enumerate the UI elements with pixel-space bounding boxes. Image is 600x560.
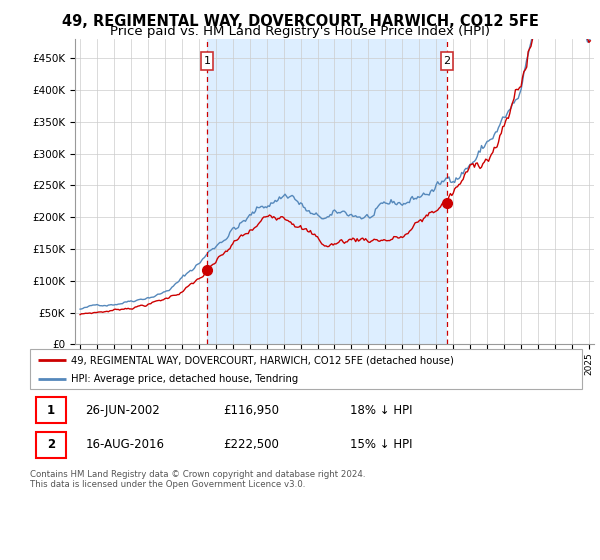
- FancyBboxPatch shape: [441, 52, 453, 70]
- FancyBboxPatch shape: [35, 397, 66, 423]
- Text: 15% ↓ HPI: 15% ↓ HPI: [350, 438, 413, 451]
- Text: 18% ↓ HPI: 18% ↓ HPI: [350, 404, 413, 417]
- Text: 1: 1: [203, 56, 211, 66]
- Text: 1: 1: [47, 404, 55, 417]
- Text: £222,500: £222,500: [223, 438, 279, 451]
- Text: HPI: Average price, detached house, Tendring: HPI: Average price, detached house, Tend…: [71, 374, 299, 384]
- Text: 2: 2: [47, 438, 55, 451]
- Text: Contains HM Land Registry data © Crown copyright and database right 2024.
This d: Contains HM Land Registry data © Crown c…: [30, 470, 365, 489]
- Text: 16-AUG-2016: 16-AUG-2016: [85, 438, 164, 451]
- Text: 49, REGIMENTAL WAY, DOVERCOURT, HARWICH, CO12 5FE: 49, REGIMENTAL WAY, DOVERCOURT, HARWICH,…: [62, 14, 538, 29]
- FancyBboxPatch shape: [201, 52, 213, 70]
- Text: 26-JUN-2002: 26-JUN-2002: [85, 404, 160, 417]
- Text: 2: 2: [443, 56, 451, 66]
- FancyBboxPatch shape: [35, 432, 66, 458]
- Text: 49, REGIMENTAL WAY, DOVERCOURT, HARWICH, CO12 5FE (detached house): 49, REGIMENTAL WAY, DOVERCOURT, HARWICH,…: [71, 355, 454, 365]
- Text: Price paid vs. HM Land Registry's House Price Index (HPI): Price paid vs. HM Land Registry's House …: [110, 25, 490, 38]
- Text: £116,950: £116,950: [223, 404, 279, 417]
- Bar: [207, 39, 447, 344]
- FancyBboxPatch shape: [30, 349, 582, 389]
